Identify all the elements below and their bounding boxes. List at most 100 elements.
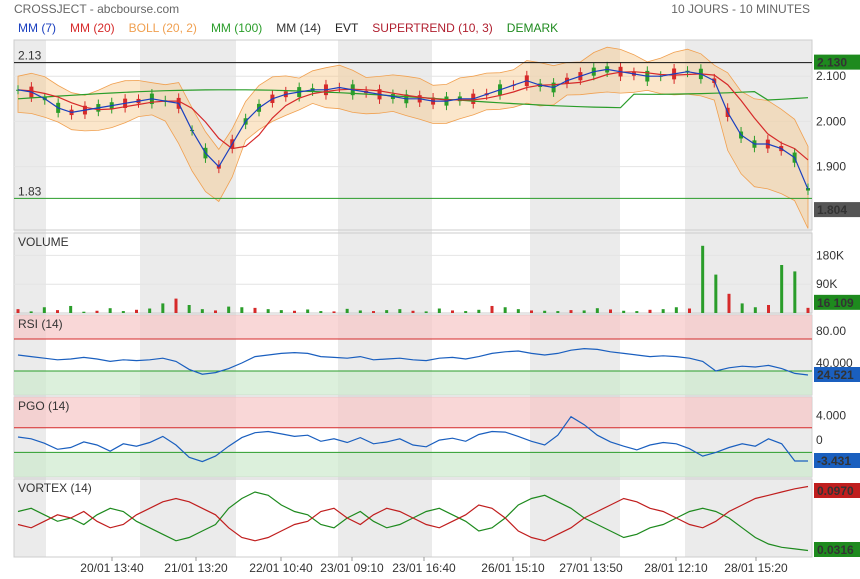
volume-bar	[187, 305, 191, 313]
price-high-label-bg	[814, 54, 860, 70]
volume-bar	[319, 311, 323, 313]
volume-bar	[701, 245, 705, 313]
volume-bar	[780, 265, 784, 313]
volume-bar	[227, 306, 231, 313]
vortex-last-label-1-bg	[814, 542, 860, 557]
volume-bar	[661, 309, 665, 313]
pgo-oversold-zone	[14, 452, 812, 477]
volume-bar	[714, 274, 718, 313]
level-label-1: 1.83	[18, 184, 42, 198]
volume-bar	[674, 307, 678, 313]
volume-bar	[332, 311, 336, 313]
volume-bar	[490, 305, 494, 313]
volume-ytick-1: 90K	[816, 277, 837, 291]
legend-mm100[interactable]: MM (100)	[210, 21, 263, 35]
volume-bar	[135, 309, 138, 313]
x-tick-1: 21/01 13:20	[164, 561, 228, 575]
mm20-line	[17, 71, 809, 161]
volume-bar	[424, 311, 428, 313]
volume-bar	[95, 310, 99, 313]
volume-bar	[42, 307, 46, 313]
x-tick-7: 28/01 12:10	[644, 561, 708, 575]
chart-period: 10 JOURS - 10 MINUTES	[671, 2, 810, 16]
volume-bar	[345, 308, 349, 313]
volume-bar	[635, 311, 639, 313]
legend-demark[interactable]: DEMARK	[506, 21, 559, 35]
level-label-0: 2.13	[18, 49, 42, 63]
rsi-last-label: 24.521	[817, 368, 854, 382]
rsi-title: RSI (14)	[18, 317, 63, 331]
legend-mm14[interactable]: MM (14)	[276, 21, 321, 35]
volume-bar	[688, 308, 691, 313]
volume-bar	[82, 311, 86, 313]
rsi-ytick-0: 80.00	[816, 324, 846, 338]
volume-bar	[648, 309, 652, 313]
volume-bar	[530, 310, 533, 313]
vortex-last-label-0: 0.0970	[817, 484, 854, 498]
volume-bar	[437, 308, 441, 313]
panel-frame-vortex	[13, 478, 813, 558]
volume-bar	[806, 307, 810, 313]
legend-mm20[interactable]: MM (20)	[70, 21, 115, 35]
volume-bar	[293, 310, 296, 313]
volume-bar	[29, 311, 33, 313]
legend-evt[interactable]: EVT	[334, 21, 359, 35]
panel-frame-price	[13, 39, 813, 231]
volume-bar	[372, 311, 375, 313]
volume-bar	[727, 293, 731, 313]
x-tick-2: 22/01 10:40	[249, 561, 313, 575]
volume-bar	[622, 310, 626, 313]
volume-bar	[385, 310, 389, 313]
rsi-ytick-1: 40.000	[816, 356, 853, 370]
volume-bar	[516, 309, 520, 313]
volume-bar	[108, 308, 112, 313]
volume-bar	[753, 307, 757, 313]
rsi-last-label-bg	[814, 367, 860, 382]
bollinger-band	[17, 46, 809, 229]
vortex-last-label-1: 0.0316	[817, 543, 854, 557]
x-tick-3: 23/01 09:10	[320, 561, 384, 575]
volume-last-label: 16 109	[817, 296, 854, 310]
volume-bar	[595, 308, 599, 313]
volume-bar	[740, 303, 744, 313]
volume-bar	[306, 309, 310, 313]
pgo-line	[17, 415, 808, 463]
indicator-legend: MM (7) MM (20) BOLL (20, 2) MM (100) MM …	[18, 21, 558, 35]
volume-bar	[767, 305, 770, 313]
volume-bar	[398, 309, 402, 313]
legend-mm7[interactable]: MM (7)	[18, 21, 56, 35]
pgo-title: PGO (14)	[18, 399, 69, 413]
volume-bar	[200, 309, 204, 313]
price-ytick-0: 2.100	[816, 69, 846, 83]
volume-bar	[56, 310, 59, 313]
volume-bar	[161, 303, 165, 313]
pgo-overbought-zone	[14, 397, 812, 428]
volume-bar	[240, 307, 244, 313]
volume-bar	[582, 310, 586, 313]
x-tick-0: 20/01 13:40	[80, 561, 144, 575]
volume-bar	[358, 310, 362, 313]
volume-title: VOLUME	[18, 235, 69, 249]
pgo-last-label-bg	[814, 453, 860, 468]
volume-bar	[279, 310, 283, 313]
price-last-label-bg	[814, 202, 860, 218]
x-tick-8: 28/01 15:20	[724, 561, 788, 575]
volume-bar	[174, 298, 178, 313]
mm7-line	[17, 68, 809, 190]
rsi-oversold-zone	[14, 371, 812, 395]
price-high-label: 2.130	[817, 56, 847, 70]
pgo-last-label: -3.431	[817, 454, 851, 468]
x-tick-4: 23/01 16:40	[392, 561, 456, 575]
rsi-overbought-zone	[14, 315, 812, 339]
legend-boll[interactable]: BOLL (20, 2)	[128, 21, 197, 35]
volume-last-label-bg	[814, 294, 860, 310]
chart-title: CROSSJECT - abcbourse.com	[14, 2, 180, 16]
volume-bar	[609, 309, 612, 313]
rsi-line	[17, 347, 809, 376]
legend-supertrend[interactable]: SUPERTREND (10, 3)	[372, 21, 493, 35]
volume-bar	[411, 310, 415, 313]
volume-bar	[69, 305, 73, 313]
x-tick-5: 26/01 15:10	[481, 561, 545, 575]
volume-bar	[543, 310, 547, 313]
